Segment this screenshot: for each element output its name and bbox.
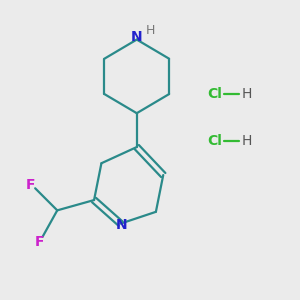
Text: H: H xyxy=(242,134,252,148)
Text: N: N xyxy=(131,30,142,44)
Text: H: H xyxy=(242,87,252,101)
Text: N: N xyxy=(116,218,128,232)
Text: F: F xyxy=(26,178,35,192)
Text: Cl: Cl xyxy=(207,87,222,101)
Text: H: H xyxy=(145,24,155,37)
Text: Cl: Cl xyxy=(207,134,222,148)
Text: F: F xyxy=(35,235,44,249)
